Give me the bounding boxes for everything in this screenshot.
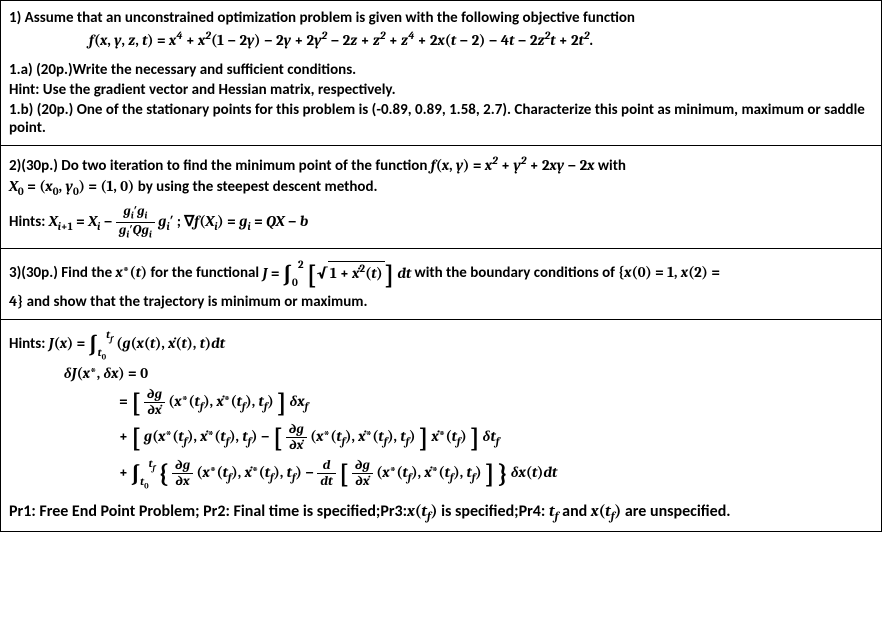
p2-hints-label: Hints: bbox=[9, 213, 49, 231]
p2-l1: 2)(30p.) Do two iteration to find the mi… bbox=[9, 154, 873, 175]
problem-1: 1) Assume that an unconstrained optimiza… bbox=[1, 1, 881, 146]
p1-a2: Hint: Use the gradient vector and Hessia… bbox=[9, 81, 873, 99]
p3-l1b: for the functional bbox=[150, 265, 262, 283]
p3-l1a: 3)(30p.) Find the bbox=[9, 265, 116, 283]
p3-l1: 3)(30p.) Find the x*(t) for the function… bbox=[9, 257, 873, 289]
h-eq2: + [ g(x*(tf), ẋ*(tf), tf) − [ ∂g∂ẋ (x*(t… bbox=[9, 422, 873, 453]
h-delJ: δJ(x*, δx) = 0 bbox=[9, 364, 873, 383]
h-pr: Pr1: Free End Point Problem; Pr2: Final … bbox=[9, 496, 873, 523]
p1-func: f(x, y, z, t) = x4 + x2(1 − 2y) − 2y + 2… bbox=[9, 29, 873, 49]
p2-l1b: with bbox=[598, 157, 626, 175]
p3-l1d: with the boundary conditions of bbox=[415, 265, 619, 283]
p1-b: 1.b) (20p.) One of the stationary points… bbox=[9, 101, 873, 137]
hints-block: Hints: J(x) = ∫t0tf (g(x(t), ẋ(t), t)dt … bbox=[1, 320, 881, 531]
problem-2: 2)(30p.) Do two iteration to find the mi… bbox=[1, 146, 881, 249]
h-hints-label: Hints: bbox=[9, 335, 49, 353]
p3-l2: 4} and show that the trajectory is minim… bbox=[9, 292, 873, 311]
h-jdef: Hints: J(x) = ∫t0tf (g(x(t), ẋ(t), t)dt bbox=[9, 328, 873, 362]
problem-3: 3)(30p.) Find the x*(t) for the function… bbox=[1, 249, 881, 319]
p2-hints: Hints: Xi+1 = Xi − gi′gi gi′Qgi gi′ ; ∇f… bbox=[9, 200, 873, 240]
p1-a1: 1.a) (20p.)Write the necessary and suffi… bbox=[9, 61, 873, 79]
h-eq3: + ∫t0tf { ∂g∂x (x*(tf), ẋ*(tf), tf) − dd… bbox=[9, 457, 873, 491]
h-eq1: = [ ∂g∂ẋ (x*(tf), ẋ*(tf), tf) ] δxf bbox=[9, 387, 873, 418]
p3-l2-text: and show that the trajectory is minimum … bbox=[23, 293, 367, 311]
p2-l2b: by using the steepest descent method. bbox=[138, 178, 378, 196]
p1-intro: 1) Assume that an unconstrained optimiza… bbox=[9, 9, 873, 27]
p2-l1a: 2)(30p.) Do two iteration to find the mi… bbox=[9, 157, 431, 175]
p2-l2: X0 = (x0, y0) = (1, 0) by using the stee… bbox=[9, 177, 873, 198]
